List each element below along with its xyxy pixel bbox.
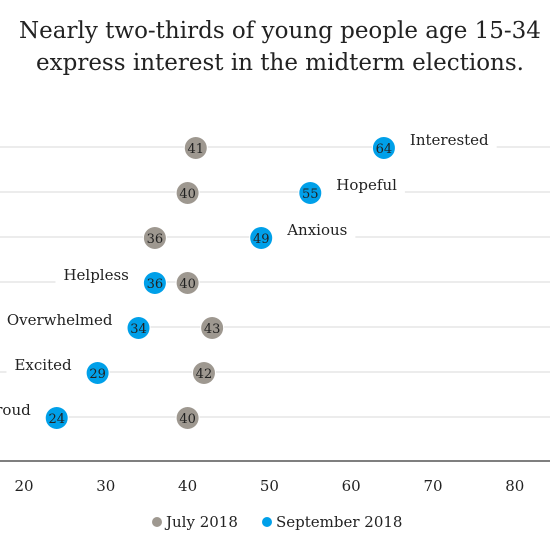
x-tick-label: 80 (505, 477, 524, 495)
september-2018-value-label: 49 (253, 232, 270, 247)
x-tick-label: 40 (178, 477, 197, 495)
july-2018-value-label: 36 (147, 232, 164, 247)
july-2018-value-label: 41 (188, 142, 205, 157)
september-2018-dot (127, 317, 150, 339)
category-label: Hopeful (336, 176, 397, 194)
legend-swatch (152, 517, 162, 527)
x-tick-label: 70 (423, 477, 442, 495)
july-2018-dot (176, 407, 199, 429)
july-2018-dot (201, 317, 224, 339)
legend-label: September 2018 (276, 513, 402, 531)
row-proud: Proud 40 24 (0, 401, 550, 429)
legend-label: July 2018 (164, 513, 238, 531)
september-2018-value-label: 29 (89, 367, 106, 382)
july-2018-dot (176, 182, 199, 204)
category-label: Anxious (286, 221, 347, 239)
july-2018-value-label: 40 (179, 277, 196, 292)
legend-item-july-2018: July 2018 (152, 513, 238, 531)
september-2018-dot (45, 407, 68, 429)
september-2018-value-label: 34 (130, 322, 147, 337)
september-2018-value-label: 55 (302, 187, 319, 202)
july-2018-value-label: 40 (179, 412, 196, 427)
row-anxious: Anxious 36 49 (0, 221, 550, 249)
september-2018-dot (250, 227, 273, 249)
july-2018-dot (143, 227, 166, 249)
july-2018-dot (176, 272, 199, 294)
category-label: Excited (14, 356, 72, 374)
row-excited: Excited 42 29 (0, 356, 550, 384)
july-2018-value-label: 43 (204, 322, 221, 337)
row-hopeful: Hopeful 40 55 (0, 176, 550, 204)
x-tick-label: 50 (260, 477, 279, 495)
legend: July 2018 September 2018 (152, 513, 402, 531)
september-2018-dot (299, 182, 322, 204)
row-overwhelmed: Overwhelmed 43 34 (7, 311, 550, 339)
july-2018-value-label: 42 (196, 367, 213, 382)
september-2018-value-label: 24 (48, 412, 65, 427)
legend-swatch (262, 517, 272, 527)
july-2018-dot (184, 137, 207, 159)
x-axis-ticks: 20 30 40 50 60 70 80 (14, 477, 524, 495)
category-label: Overwhelmed (7, 311, 113, 329)
legend-item-september-2018: September 2018 (262, 513, 402, 531)
july-2018-dot (192, 362, 215, 384)
x-tick-label: 60 (342, 477, 361, 495)
chart-title-line-2: express interest in the midterm election… (36, 50, 524, 76)
september-2018-dot (143, 272, 166, 294)
september-2018-value-label: 64 (376, 142, 393, 157)
category-rows: Interested 41 64 Hopeful 40 55 Anxious 36 49 Help… (0, 131, 550, 429)
september-2018-value-label: 36 (147, 277, 164, 292)
july-2018-value-label: 40 (179, 187, 196, 202)
x-tick-label: 30 (96, 477, 115, 495)
category-label: Interested (410, 131, 489, 149)
category-label: Helpless (63, 266, 128, 284)
september-2018-dot (372, 137, 395, 159)
category-label: Proud (0, 401, 31, 419)
x-tick-label: 20 (14, 477, 33, 495)
chart-title-line-1: Nearly two-thirds of young people age 15… (19, 18, 541, 44)
september-2018-dot (86, 362, 109, 384)
row-interested: Interested 41 64 (0, 131, 550, 159)
row-helpless: Helpless 40 36 (0, 266, 550, 294)
